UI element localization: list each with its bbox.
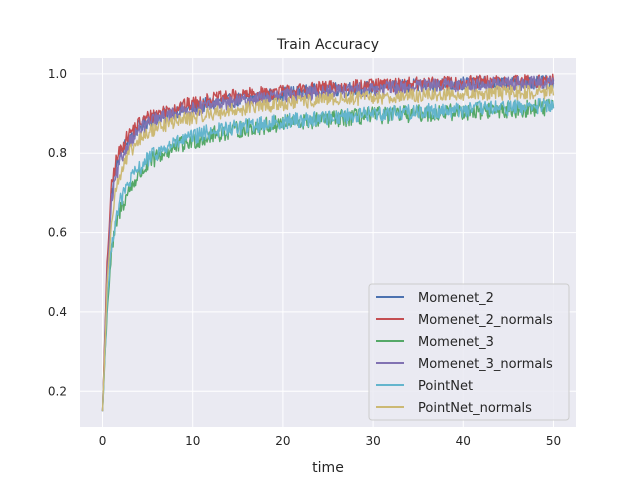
y-axis-ticks: 0.2 0.4 0.6 0.8 1.0: [48, 67, 67, 398]
legend-label: Momenet_2: [418, 291, 494, 306]
x-axis-label: time: [312, 460, 344, 476]
x-tick-label: 40: [456, 434, 471, 448]
legend-label: Momenet_3_normals: [418, 357, 553, 372]
y-tick-label: 0.8: [48, 146, 67, 160]
legend-label: Momenet_2_normals: [418, 313, 553, 328]
x-axis-ticks: 0 10 20 30 40 50: [99, 434, 561, 448]
chart-title: Train Accuracy: [276, 37, 379, 53]
x-tick-label: 50: [546, 434, 561, 448]
series-line-pointnet: [101, 97, 555, 412]
y-tick-label: 0.4: [48, 305, 67, 319]
legend-label: PointNet_normals: [418, 401, 532, 416]
y-tick-label: 0.6: [48, 226, 67, 240]
y-tick-label: 0.2: [48, 384, 67, 398]
legend-box: [368, 283, 570, 421]
x-tick-label: 30: [365, 434, 380, 448]
x-tick-label: 0: [99, 434, 107, 448]
series-layer: [101, 73, 555, 412]
x-tick-label: 20: [275, 434, 290, 448]
legend-label: PointNet: [418, 379, 473, 394]
y-tick-label: 1.0: [48, 67, 67, 81]
legend-label: Momenet_3: [418, 335, 494, 350]
legend: Momenet_2 Momenet_2_normals Momenet_3 Momen…: [368, 283, 570, 421]
series-line-pointnet-normals: [101, 84, 555, 412]
x-tick-label: 10: [185, 434, 200, 448]
